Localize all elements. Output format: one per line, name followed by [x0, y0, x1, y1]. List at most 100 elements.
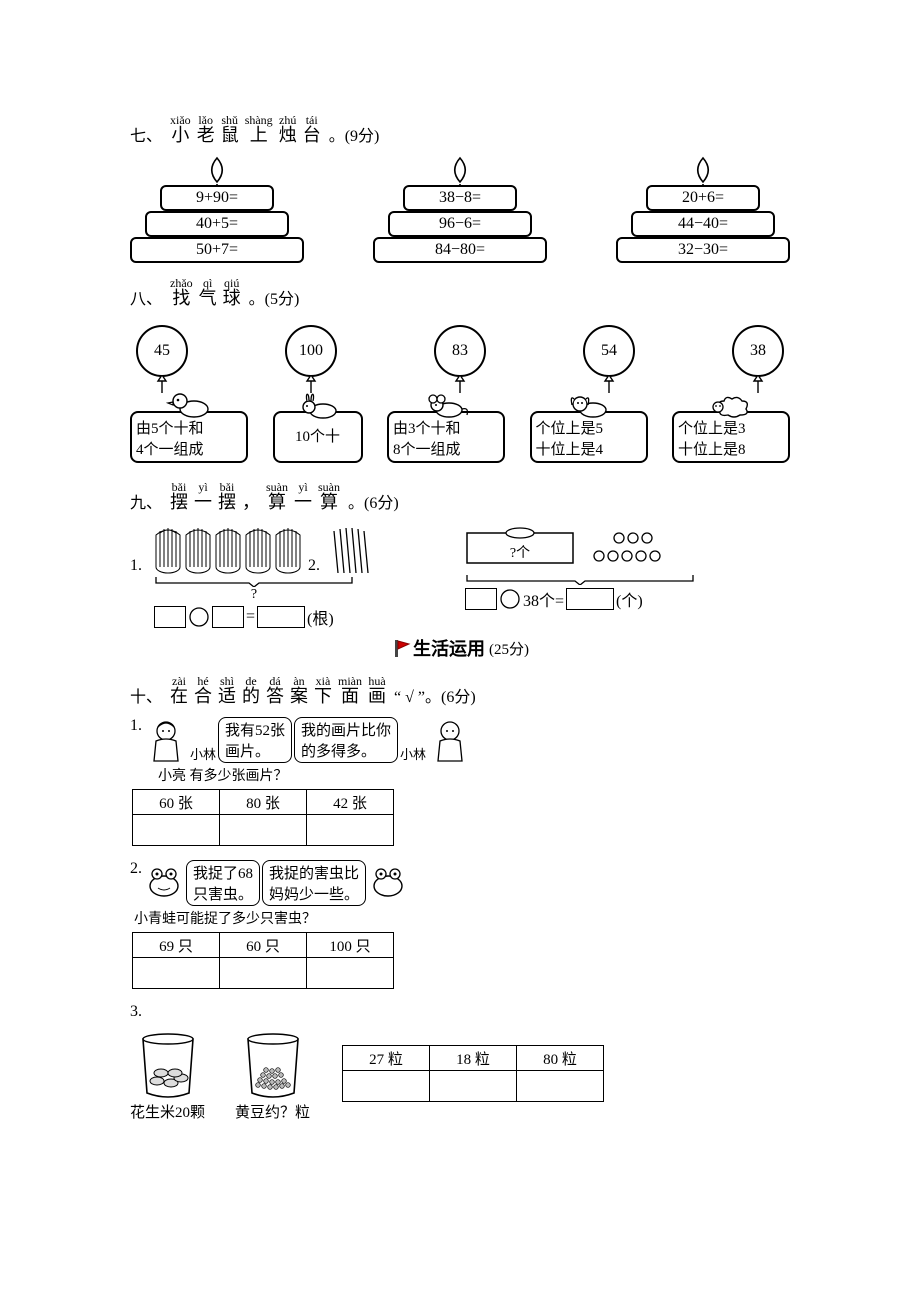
q-number: 2. — [130, 860, 142, 878]
duck-icon — [166, 389, 212, 419]
balloon-value: 45 — [136, 325, 188, 377]
unit: (个) — [616, 587, 643, 611]
option-cell: 69 只 — [133, 933, 220, 958]
section-10-number: 十、 — [130, 689, 162, 706]
frog-icon — [144, 860, 184, 900]
speech-bubble: 我的画片比你 的多得多。 — [294, 717, 398, 763]
animal-box-duck: 由5个十和 4个一组成 — [130, 411, 248, 463]
animal-box-dog: 个位上是5 十位上是4 — [530, 411, 648, 463]
mouse-icon — [423, 389, 469, 419]
option-cell: 42 张 — [307, 790, 394, 815]
section-7-header: 七、 xiǎo小 lǎo老 shǔ鼠 shàng上 zhú烛 tái台 。(9分… — [130, 114, 790, 146]
section-10-header: 十、 zài在 hé合 shì适 de的 dá答 àn案 xià下 miàn面 … — [130, 675, 790, 707]
char-name: 小林 — [190, 744, 216, 763]
boy-icon — [144, 717, 188, 763]
circle-blank[interactable] — [499, 588, 521, 610]
section-8-header: 八、 zhǎo找 qì气 qiú球 。(5分) — [130, 277, 790, 309]
tier: 44−40= — [631, 211, 775, 237]
blank-input[interactable] — [566, 588, 614, 610]
blank-input[interactable] — [154, 606, 186, 628]
section-9-points: 。(6分) — [348, 495, 399, 512]
problem-1: 1. 2. ? — [130, 523, 455, 629]
speech-bubble: 我捉了68 只害虫。 — [186, 860, 260, 906]
option-cell: 18 粒 — [430, 1046, 517, 1071]
q-number: 1. — [130, 557, 142, 575]
option-cell: 100 只 — [307, 933, 394, 958]
option-table: 60 张 80 张 42 张 — [132, 789, 394, 846]
blank-input[interactable] — [212, 606, 244, 628]
q10-3: 3. 花生米20颗 — [130, 1003, 790, 1122]
balloon: 38 — [732, 325, 784, 393]
tier: 32−30= — [616, 237, 790, 263]
section-9-header: 九、 bǎi摆 yì一 bǎi摆 ， suàn算 yì一 suàn算 。(6分) — [130, 481, 790, 513]
tier: 9+90= — [160, 185, 274, 211]
answer-cell[interactable] — [307, 815, 394, 846]
option-cell: 27 粒 — [343, 1046, 430, 1071]
q-number: 1. — [130, 717, 142, 735]
box-line: 8个一组成 — [393, 438, 499, 459]
box-line: 由5个十和 — [136, 417, 242, 438]
balloon: 54 — [583, 325, 635, 393]
blank-input[interactable] — [257, 606, 305, 628]
animal-box-mouse: 由3个十和 8个一组成 — [387, 411, 505, 463]
char-name: 小林 — [400, 744, 426, 763]
answer-cell[interactable] — [430, 1071, 517, 1102]
option-cell: 60 只 — [220, 933, 307, 958]
jar-icon — [238, 1031, 308, 1101]
candle-stack-1: 9+90= 40+5= 50+7= — [130, 156, 304, 263]
answer-cell[interactable] — [133, 815, 220, 846]
circle-blank[interactable] — [188, 606, 210, 628]
option-cell: 80 粒 — [517, 1046, 604, 1071]
answer-cell[interactable] — [220, 958, 307, 989]
section-8-number: 八、 — [130, 291, 162, 308]
rabbit-icon — [295, 389, 341, 419]
flag-icon — [391, 637, 413, 659]
box-line: 个位上是3 — [678, 417, 784, 438]
answer-cell[interactable] — [343, 1071, 430, 1102]
flame-icon — [447, 156, 473, 186]
q10-1: 1. 小林 我有52张 画片。 我的画片比你 的多得多。 小林 小亮 有多少张画… — [130, 717, 790, 846]
flame-icon — [690, 156, 716, 186]
q-number: 2. — [308, 557, 320, 575]
balloon: 45 — [136, 325, 188, 393]
box-line: 由3个十和 — [393, 417, 499, 438]
box-line: 4个一组成 — [136, 438, 242, 459]
answer-cell[interactable] — [220, 815, 307, 846]
balloon-value: 100 — [285, 325, 337, 377]
jar-peanuts: 花生米20颗 — [130, 1031, 205, 1122]
jar-label: 黄豆约？粒 — [235, 1101, 310, 1122]
tier: 84−80= — [373, 237, 547, 263]
sheep-icon — [706, 389, 756, 419]
option-cell: 80 张 — [220, 790, 307, 815]
answer-cell[interactable] — [517, 1071, 604, 1102]
tier: 20+6= — [646, 185, 760, 211]
dog-icon — [566, 389, 612, 419]
tier: 40+5= — [145, 211, 289, 237]
blank-input[interactable] — [465, 588, 497, 610]
answer-cell[interactable] — [307, 958, 394, 989]
candle-stack-3: 20+6= 44−40= 32−30= — [616, 156, 790, 263]
balloon-row: 45 100 83 54 38 — [136, 325, 784, 393]
speech-bubble: 我捉的害虫比 妈妈少一些。 — [262, 860, 366, 906]
life-banner: 生活运用 (25分) — [130, 635, 790, 661]
tier: 38−8= — [403, 185, 517, 211]
brace-icon — [154, 575, 354, 587]
section-10-points: “ √ ”。(6分) — [394, 689, 476, 706]
box-line: 10个十 — [279, 417, 357, 454]
banner-points: (25分) — [489, 638, 529, 659]
section-7-number: 七、 — [130, 128, 162, 145]
banner-title: 生活运用 — [413, 635, 485, 661]
option-cell: 60 张 — [133, 790, 220, 815]
flame-icon — [204, 156, 230, 186]
jar-label: 花生米20颗 — [130, 1101, 205, 1122]
dots-icon — [589, 528, 669, 568]
loose-sticks-icon — [330, 523, 380, 575]
section-9-problems: 1. 2. ? — [130, 523, 790, 629]
option-table: 27 粒 18 粒 80 粒 — [342, 1045, 604, 1102]
jar-icon — [133, 1031, 203, 1101]
brace-icon — [465, 573, 695, 585]
animal-box-rabbit: 10个十 — [273, 411, 363, 463]
q-number: 3. — [130, 1003, 142, 1020]
bundle-sticks-icon — [152, 523, 302, 575]
answer-cell[interactable] — [133, 958, 220, 989]
